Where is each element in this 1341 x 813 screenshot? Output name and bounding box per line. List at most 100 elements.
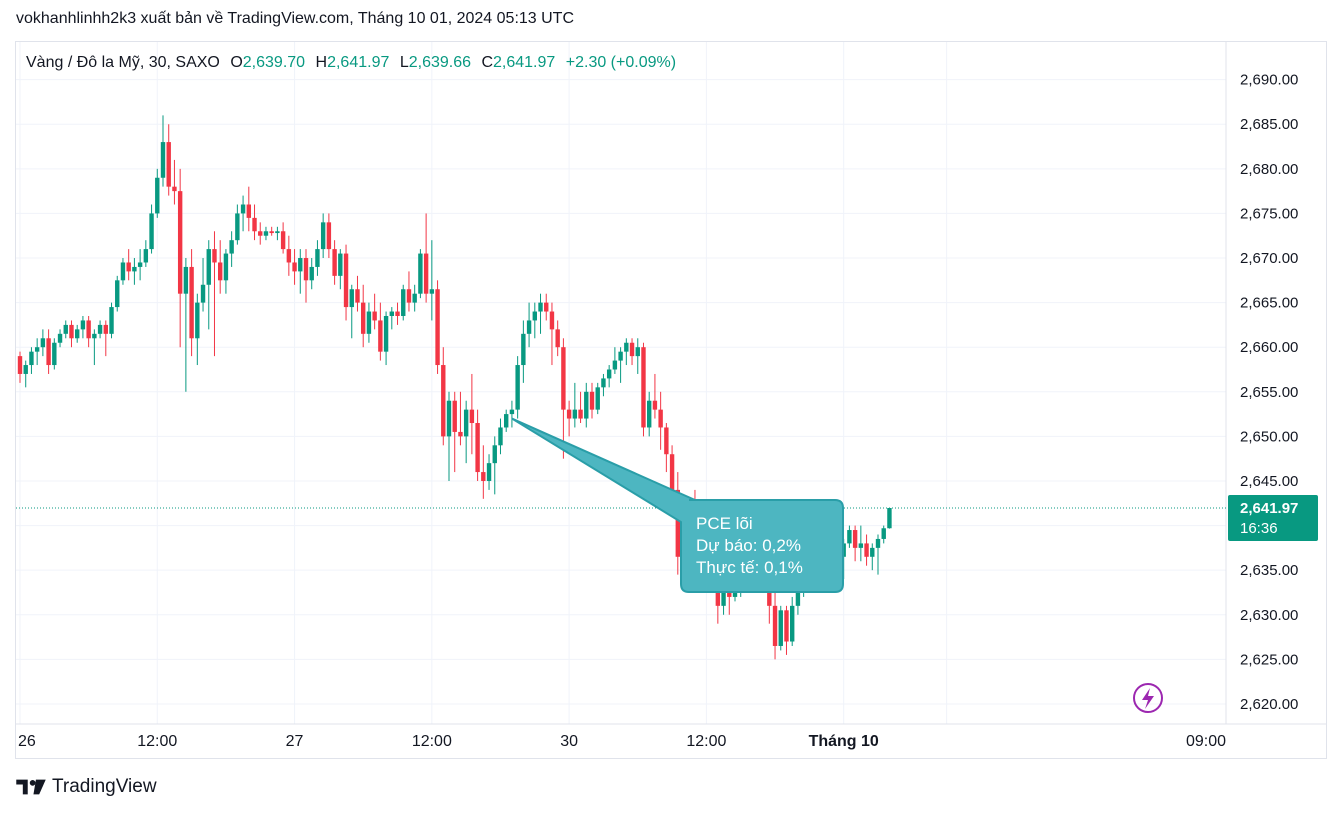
candle-body — [498, 427, 503, 446]
candle — [423, 213, 429, 303]
candle — [109, 302, 114, 339]
candle-body — [429, 289, 435, 294]
candle-body — [629, 342, 635, 357]
candle-body — [17, 356, 23, 374]
candle-body — [75, 329, 80, 339]
candle — [612, 347, 618, 374]
candle — [320, 213, 326, 259]
candle-body — [870, 547, 875, 557]
candle — [143, 240, 149, 267]
candle — [172, 159, 177, 205]
candle-body — [515, 365, 520, 410]
candle-body — [481, 472, 486, 481]
footer-brand[interactable]: TradingView — [16, 776, 157, 798]
candle — [126, 249, 131, 281]
candle — [115, 275, 120, 312]
candle-body — [441, 365, 446, 437]
candle — [29, 347, 34, 374]
chart-frame — [15, 41, 1327, 759]
candle — [864, 534, 869, 566]
candle-body — [361, 302, 366, 334]
candle-body — [240, 204, 246, 214]
candle — [332, 240, 337, 285]
candle-body — [52, 342, 57, 366]
candle — [155, 168, 160, 218]
candle-body — [624, 342, 629, 352]
candle — [57, 329, 63, 348]
candle-body — [172, 186, 177, 192]
candle — [452, 391, 457, 473]
candle-body — [132, 266, 137, 272]
candle-body — [423, 253, 429, 294]
candle — [664, 423, 669, 473]
candle — [343, 244, 349, 321]
candle — [17, 351, 23, 383]
candle-body — [57, 333, 63, 343]
candle — [303, 249, 309, 303]
x-tick-label: Tháng 10 — [809, 733, 879, 750]
candle — [160, 115, 166, 187]
candle — [847, 525, 852, 548]
candle-body — [509, 409, 515, 415]
candle — [572, 382, 578, 428]
candle-body — [320, 222, 326, 250]
candle-body — [875, 538, 881, 548]
candle — [790, 596, 795, 646]
candle — [635, 338, 640, 374]
candle-body — [349, 289, 354, 308]
candle-body — [389, 311, 394, 316]
candle-body — [412, 293, 417, 303]
candle-body — [229, 240, 234, 254]
candle-body — [601, 378, 606, 388]
candle-body — [664, 427, 669, 455]
candle — [435, 280, 440, 374]
candle-body — [675, 489, 680, 557]
grid-lines — [16, 42, 1226, 724]
candle — [383, 311, 389, 366]
candle-body — [555, 329, 560, 348]
candle — [235, 204, 240, 245]
candle — [292, 249, 297, 285]
candle-body — [790, 605, 795, 642]
candle — [286, 235, 292, 276]
candle — [309, 258, 314, 290]
candle — [498, 418, 503, 455]
candle — [875, 534, 881, 575]
lightning-icon[interactable] — [1133, 683, 1163, 713]
candle — [132, 258, 137, 285]
candle-body — [595, 387, 600, 410]
y-axis[interactable]: 2,690.00 2,685.00 2,680.00 2,675.00 2,670.00… — [1240, 72, 1298, 713]
candle — [504, 409, 509, 432]
candle — [97, 320, 103, 339]
publish-header: vokhanhlinhh2k3 xuất bản về TradingView.… — [16, 10, 575, 27]
candle-body — [160, 142, 166, 178]
candle — [149, 204, 154, 254]
candle-body — [721, 583, 726, 606]
candle — [229, 231, 234, 267]
candle-body — [40, 338, 46, 348]
pce-callout[interactable]: PCE lõi Dự báo: 0,2% Thực tế: 0,1% — [511, 417, 844, 593]
candle-body — [452, 400, 457, 432]
candle — [63, 320, 68, 339]
candle — [566, 400, 572, 437]
x-axis[interactable]: 26 12:00 27 12:00 30 12:00 Tháng 10 09:00 — [18, 733, 1226, 750]
y-tick-label: 2,690.00 — [1240, 72, 1298, 89]
high-value: 2,641.97 — [327, 54, 390, 71]
candle-body — [784, 610, 789, 642]
candle-body — [235, 213, 240, 241]
candle — [23, 360, 28, 388]
candle — [349, 284, 354, 339]
candle — [652, 373, 658, 419]
candle-body — [286, 249, 292, 263]
candle — [601, 373, 606, 397]
candle-body — [23, 365, 28, 374]
y-tick-label: 2,645.00 — [1240, 473, 1298, 490]
candle — [475, 409, 480, 481]
candle — [189, 249, 194, 357]
candle-body — [115, 280, 120, 308]
candle — [252, 204, 257, 241]
candle-body — [103, 324, 108, 334]
candle — [258, 222, 263, 245]
candle-body — [418, 253, 423, 294]
